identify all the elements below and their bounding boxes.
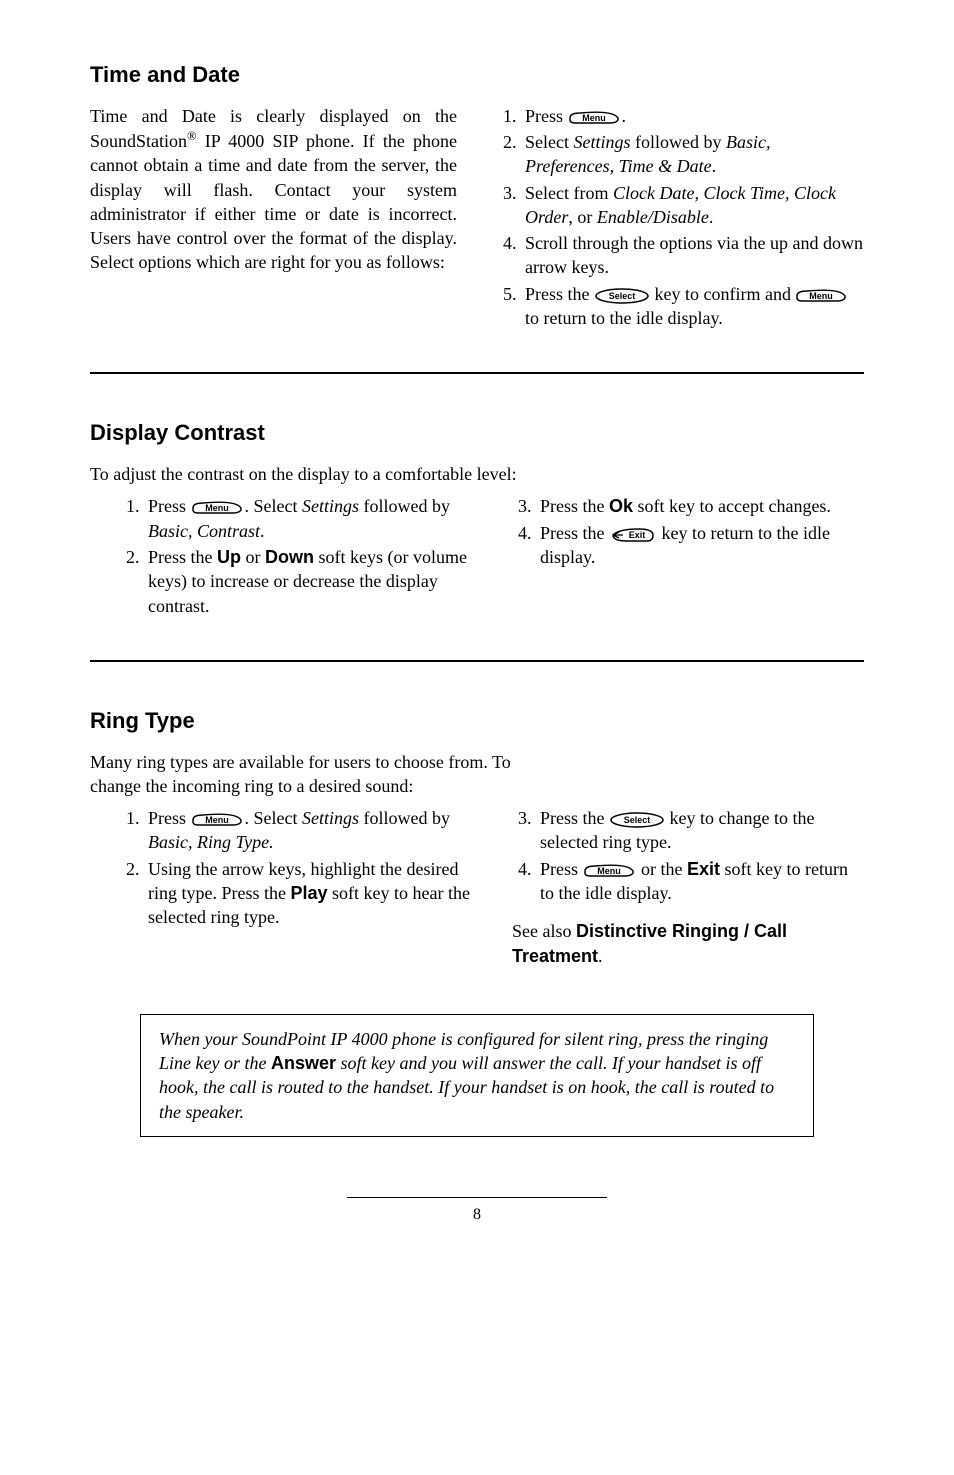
contrast-steps-right: Press the Ok soft key to accept changes.…: [512, 494, 864, 569]
select-key-icon: [594, 288, 650, 304]
text: Basic, Contrast: [148, 521, 260, 541]
text: Play: [290, 883, 327, 903]
step-3: Select from Clock Date, Clock Time, Cloc…: [521, 181, 864, 230]
contrast-steps-left: Press . Select Settings followed by Basi…: [120, 494, 472, 617]
text: Ok: [609, 496, 633, 516]
heading-time-date: Time and Date: [90, 60, 864, 90]
menu-key-icon: [795, 288, 849, 304]
note-box: When your SoundPoint IP 4000 phone is co…: [140, 1014, 814, 1137]
footer-rule: [347, 1197, 607, 1198]
text: Exit: [687, 859, 720, 879]
step-1: Press . Select Settings followed by Basi…: [144, 806, 472, 855]
text: Press: [148, 808, 191, 828]
divider: [90, 660, 864, 662]
text: followed by: [359, 496, 450, 516]
step-4: Scroll through the options via the up an…: [521, 231, 864, 280]
ring-intro: Many ring types are available for users …: [90, 750, 554, 799]
text: or: [241, 547, 265, 567]
text: followed by: [630, 132, 725, 152]
ring-steps-right: Press the key to change to the selected …: [512, 806, 864, 905]
step-1: Press . Select Settings followed by Basi…: [144, 494, 472, 543]
text: Press the: [540, 808, 609, 828]
text: See also: [512, 921, 576, 941]
text: IP 4000 SIP phone. If the phone cannot o…: [90, 131, 457, 272]
menu-key-icon: [568, 110, 622, 126]
step-4: Press the key to return to the idle disp…: [536, 521, 864, 570]
text: .: [598, 946, 603, 966]
time-date-intro: Time and Date is clearly displayed on th…: [90, 104, 457, 275]
text: followed by: [359, 808, 450, 828]
text: Press the: [148, 547, 217, 567]
text: soft key to accept changes.: [633, 496, 831, 516]
select-key-icon: [609, 812, 665, 828]
text: or the: [637, 859, 687, 879]
text: Press: [148, 496, 191, 516]
text: Down: [265, 547, 314, 567]
text: Select: [525, 132, 573, 152]
text: key to confirm and: [650, 284, 795, 304]
text: Enable/Disable: [597, 207, 709, 227]
text: .: [712, 156, 717, 176]
time-date-steps: Press . Select Settings followed by Basi…: [497, 104, 864, 331]
text: Settings: [573, 132, 630, 152]
heading-ring: Ring Type: [90, 706, 864, 736]
text: Basic, Ring Type.: [148, 832, 274, 852]
text: .: [709, 207, 714, 227]
menu-key-icon: [191, 500, 245, 516]
see-also: See also Distinctive Ringing / Call Trea…: [512, 919, 864, 968]
contrast-intro: To adjust the contrast on the display to…: [90, 462, 864, 486]
text: Up: [217, 547, 241, 567]
step-2: Select Settings followed by Basic, Prefe…: [521, 130, 864, 179]
text: Press the: [540, 496, 609, 516]
text: Settings: [302, 496, 359, 516]
step-2: Press the Up or Down soft keys (or volum…: [144, 545, 472, 618]
text: . Select: [245, 496, 302, 516]
text: Select from: [525, 183, 613, 203]
menu-key-icon: [583, 863, 637, 879]
step-3: Press the Ok soft key to accept changes.: [536, 494, 864, 518]
text: . Select: [245, 808, 302, 828]
step-1: Press .: [521, 104, 864, 128]
text: Press the: [525, 284, 594, 304]
page-number: 8: [90, 1204, 864, 1226]
step-2: Using the arrow keys, highlight the desi…: [144, 857, 472, 930]
text: Answer: [271, 1053, 336, 1073]
exit-key-icon: [609, 527, 657, 543]
text: Press: [540, 859, 583, 879]
text: .: [622, 106, 627, 126]
divider: [90, 372, 864, 374]
reg-mark: ®: [187, 129, 197, 143]
text: Press: [525, 106, 568, 126]
step-5: Press the key to confirm and to return t…: [521, 282, 864, 331]
heading-contrast: Display Contrast: [90, 418, 864, 448]
text: Press the: [540, 523, 609, 543]
text: , or: [568, 207, 597, 227]
text: .: [260, 521, 265, 541]
menu-key-icon: [191, 812, 245, 828]
text: Settings: [302, 808, 359, 828]
step-4: Press or the Exit soft key to return to …: [536, 857, 864, 906]
step-3: Press the key to change to the selected …: [536, 806, 864, 855]
ring-steps-left: Press . Select Settings followed by Basi…: [120, 806, 472, 929]
text: to return to the idle display.: [525, 308, 723, 328]
